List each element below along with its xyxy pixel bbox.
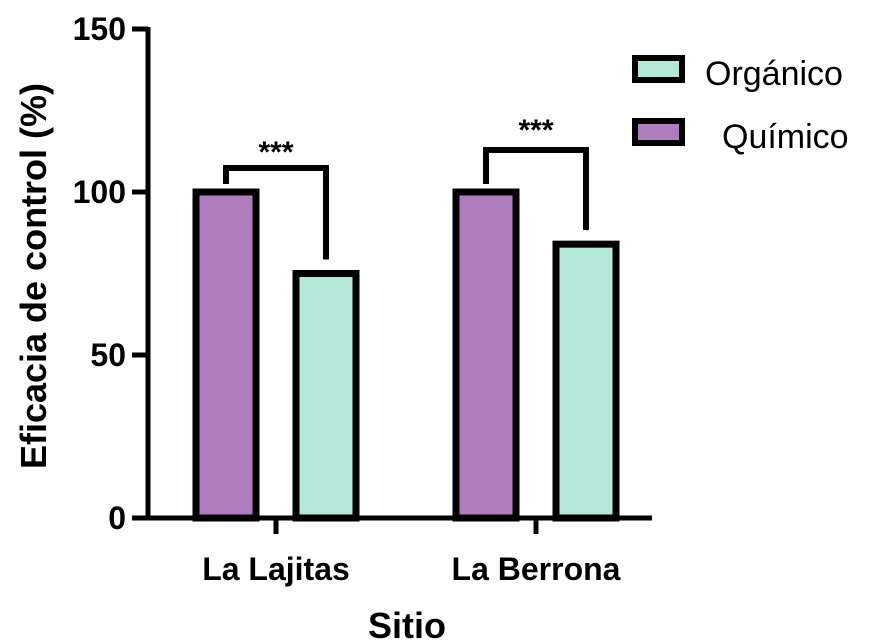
x-category-label: La Berrona	[452, 551, 621, 587]
y-axis-title: Eficacia de control (%)	[13, 83, 54, 469]
bars-layer	[192, 188, 620, 522]
bar-orgánico-la-berrona	[552, 240, 620, 522]
legend: Orgánico Químico	[632, 55, 849, 156]
legend-swatch-químico	[632, 118, 685, 146]
bar-orgánico-la-lajitas	[292, 270, 360, 522]
y-tick-label: 100	[73, 174, 126, 210]
significance-bracket	[483, 147, 589, 231]
y-tick-label: 150	[73, 11, 126, 47]
significance-label: ***	[518, 114, 553, 147]
legend-swatch-orgánico	[632, 55, 685, 83]
x-category-label: La Lajitas	[202, 551, 350, 587]
bar-químico-la-lajitas	[192, 188, 260, 522]
significance-bracket	[223, 165, 329, 260]
bar-químico-la-berrona	[452, 188, 520, 522]
x-axis-title: Sitio	[368, 605, 446, 643]
y-tick-label: 50	[90, 337, 126, 373]
significance-label: ***	[258, 136, 293, 169]
significance-annotations: *** ***	[223, 114, 589, 260]
legend-label: Químico	[722, 118, 849, 156]
y-tick-label: 0	[108, 500, 126, 536]
legend-label: Orgánico	[705, 55, 843, 93]
